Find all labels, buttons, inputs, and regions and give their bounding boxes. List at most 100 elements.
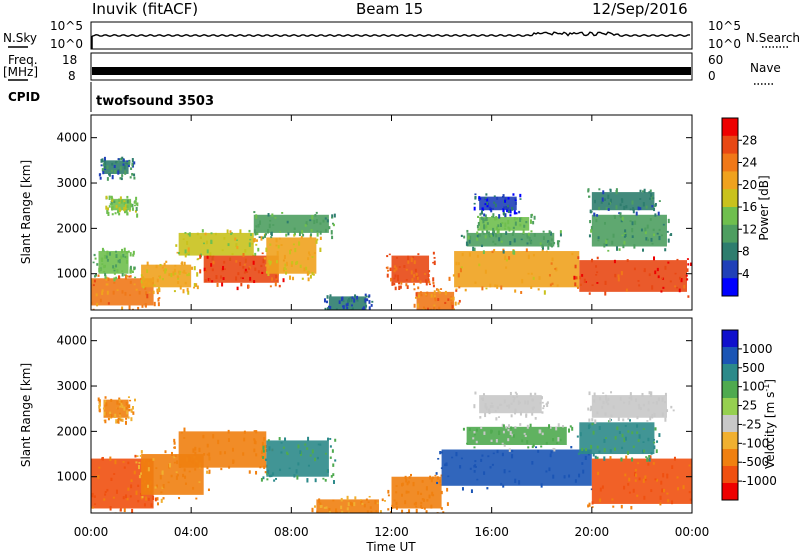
scatter-speckle (650, 192, 653, 197)
scatter-speckle (98, 404, 101, 409)
scatter-speckle (655, 449, 658, 454)
colorbar-segment (722, 278, 738, 297)
scatter-speckle (271, 277, 274, 281)
scatter-speckle (173, 461, 176, 464)
scatter-speckle (516, 395, 519, 398)
scatter-speckle (101, 158, 104, 163)
scatter-speckle (179, 271, 182, 273)
scatter-speckle (120, 157, 123, 161)
scatter-speckle (630, 396, 633, 401)
colorbar-tick-label: 1000 (742, 342, 773, 356)
scatter-speckle (458, 299, 461, 303)
scatter-speckle (502, 194, 505, 198)
scatter-speckle (493, 230, 496, 234)
scatter-speckle (483, 471, 486, 475)
scatter-speckle (486, 487, 489, 490)
scatter-speckle (334, 438, 337, 442)
scatter-speckle (293, 234, 296, 237)
scatter-speckle (265, 264, 268, 267)
scatter-speckle (367, 313, 369, 316)
colorbar-segment (722, 449, 738, 467)
scatter-speckle (296, 475, 299, 480)
scatter-speckle (285, 233, 288, 237)
scatter-speckle (546, 402, 549, 407)
scatter-speckle (525, 248, 528, 253)
scatter-speckle (633, 267, 636, 271)
scatter-speckle (265, 247, 268, 252)
scatter-speckle (168, 273, 171, 277)
scatter-speckle (117, 210, 120, 214)
scatter-speckle (515, 212, 518, 215)
scatter-speckle (285, 261, 288, 267)
scatter-speckle (387, 508, 390, 511)
scatter-speckle (593, 212, 596, 217)
scatter-speckle (127, 405, 130, 408)
scatter-speckle (420, 294, 423, 297)
scatter-speckle (122, 163, 125, 166)
scatter-speckle (193, 266, 196, 271)
scatter-speckle (109, 456, 112, 462)
scatter-speckle (346, 507, 349, 511)
scatter-speckle (484, 235, 487, 239)
scatter-speckle (531, 445, 534, 449)
scatter-speckle (621, 234, 624, 237)
scatter-speckle (479, 213, 482, 216)
scatter-speckle (687, 263, 690, 266)
scatter-speckle (110, 200, 113, 205)
scatter-speckle (589, 220, 592, 224)
scatter-speckle (628, 491, 631, 494)
scatter-speckle (475, 440, 478, 444)
scatter-speckle (473, 433, 476, 436)
scatter-speckle (434, 474, 437, 477)
scatter-speckle (642, 202, 645, 207)
scatter-speckle (160, 491, 163, 494)
scatter-speckle (132, 411, 135, 415)
scatter-speckle (393, 282, 396, 286)
scatter-speckle (539, 402, 542, 405)
scatter-speckle (209, 252, 212, 257)
scatter-speckle (553, 242, 556, 245)
scatter-speckle (494, 410, 497, 412)
scatter-speckle (184, 482, 187, 485)
scatter-speckle (222, 265, 225, 271)
scatter-speckle (128, 210, 131, 212)
velocity-label-close: ] (763, 379, 777, 384)
scatter-speckle (103, 411, 106, 416)
scatter-speckle (623, 485, 626, 490)
scatter-speckle (508, 470, 511, 473)
scatter-speckle (606, 238, 609, 241)
scatter-speckle (484, 197, 487, 201)
scatter-speckle (105, 195, 108, 200)
scatter-speckle (257, 270, 260, 274)
scatter-speckle (187, 247, 190, 252)
scatter-speckle (247, 267, 250, 270)
scatter-speckle (118, 259, 121, 264)
scatter-speckle (526, 400, 529, 405)
scatter-speckle (656, 267, 659, 272)
scatter-speckle (680, 278, 683, 283)
scatter-speckle (612, 405, 615, 409)
scatter-speckle (618, 248, 621, 251)
scatter-speckle (646, 224, 649, 229)
scatter-speckle (120, 177, 123, 181)
scatter-speckle (93, 495, 96, 498)
scatter-speckle (262, 476, 265, 480)
scatter-speckle (279, 231, 282, 233)
scatter-speckle (592, 430, 595, 435)
scatter-speckle (480, 426, 483, 430)
scatter-speckle (512, 434, 515, 438)
scatter-speckle (123, 202, 126, 206)
scatter-speckle (115, 276, 118, 280)
scatter-speckle (418, 313, 420, 317)
scatter-speckle (120, 419, 123, 422)
scatter-speckle (574, 264, 577, 269)
scatter-speckle (413, 502, 416, 506)
scatter-speckle (327, 305, 330, 308)
scatter-speckle (654, 213, 657, 217)
scatter-speckle (93, 275, 96, 278)
scatter-speckle (461, 487, 464, 491)
scatter-speckle (330, 517, 332, 521)
scatter-speckle (155, 264, 158, 269)
scatter-speckle (405, 478, 408, 483)
scatter-speckle (353, 502, 356, 507)
